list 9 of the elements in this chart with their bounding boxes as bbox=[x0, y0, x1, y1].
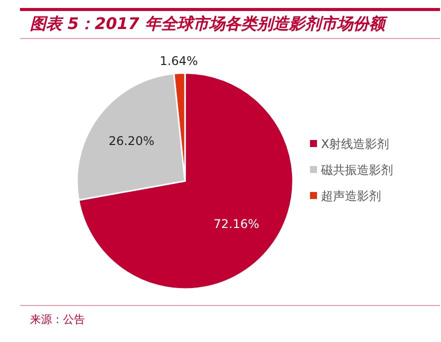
legend-label: X射线造影剂 bbox=[321, 137, 390, 151]
source-note: 来源：公告 bbox=[29, 312, 86, 327]
legend-label: 超声造影剂 bbox=[321, 189, 381, 203]
data-label: 1.64% bbox=[160, 54, 198, 68]
data-label: 26.20% bbox=[108, 134, 154, 148]
chart-title: 图表 5：2017 年全球市场各类别造影剂市场份额 bbox=[29, 13, 388, 35]
pie-slice bbox=[78, 72, 294, 290]
data-label: 72.16% bbox=[213, 216, 260, 231]
legend-label: 磁共振造影剂 bbox=[321, 163, 393, 177]
